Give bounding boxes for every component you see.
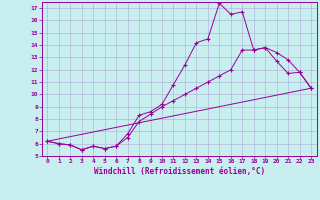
- X-axis label: Windchill (Refroidissement éolien,°C): Windchill (Refroidissement éolien,°C): [94, 167, 265, 176]
